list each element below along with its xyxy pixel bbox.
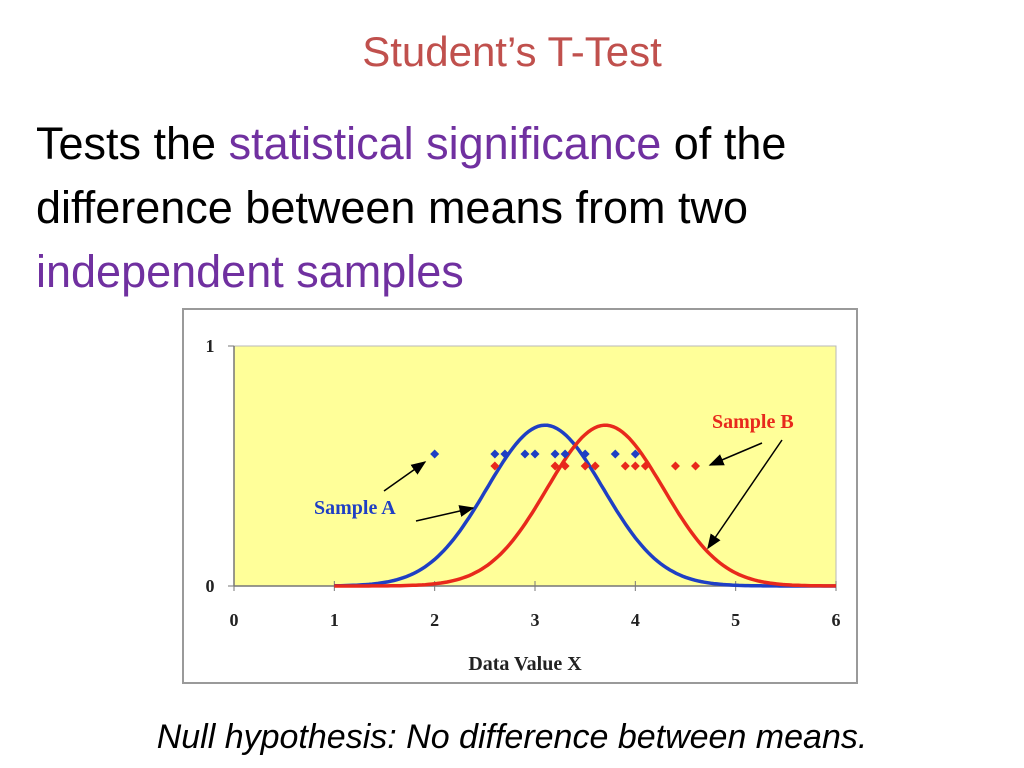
highlight-independent-samples: independent samples bbox=[36, 246, 464, 297]
slide-body-text: Tests the statistical significance of th… bbox=[36, 112, 976, 304]
y-tick-label: 0 bbox=[206, 576, 215, 596]
data-point-sample-a bbox=[500, 449, 510, 459]
data-point-sample-b bbox=[691, 461, 701, 471]
data-point-sample-b bbox=[620, 461, 630, 471]
x-tick-label: 6 bbox=[832, 610, 841, 630]
x-tick-label: 0 bbox=[230, 610, 239, 630]
data-point-sample-a bbox=[490, 449, 500, 459]
chart-figure: 0 1 2 3 4 5 6 0 1 Data Value X Sample A Sample B bbox=[182, 308, 858, 684]
data-point-sample-a bbox=[530, 449, 540, 459]
slide-title: Student’s T-Test bbox=[362, 28, 662, 75]
series-line-sample-a bbox=[334, 423, 836, 588]
data-point-sample-a bbox=[580, 449, 590, 459]
null-hypothesis-caption: Null hypothesis: No difference between m… bbox=[156, 718, 868, 756]
annotation-arrow-sample-a-points bbox=[383, 461, 427, 492]
annotation-sample-b: Sample B bbox=[712, 411, 794, 433]
x-axis-label: Data Value X bbox=[468, 653, 582, 675]
data-point-sample-b bbox=[670, 461, 680, 471]
annotation-sample-a: Sample A bbox=[314, 497, 396, 519]
data-point-sample-a bbox=[630, 449, 640, 459]
data-point-sample-b bbox=[560, 461, 570, 471]
data-point-sample-b bbox=[490, 461, 500, 471]
data-point-sample-a bbox=[430, 449, 440, 459]
data-point-sample-a bbox=[550, 449, 560, 459]
data-point-sample-b bbox=[640, 461, 650, 471]
data-point-sample-b bbox=[590, 461, 600, 471]
t-test-distribution-chart: 0 1 2 3 4 5 6 0 1 Data Value X Sample A Sample B bbox=[206, 336, 841, 675]
data-point-sample-b bbox=[550, 461, 560, 471]
x-tick-label: 2 bbox=[430, 610, 439, 630]
annotation-arrow-sample-b-curve bbox=[707, 439, 783, 550]
series-line-sample-b bbox=[334, 423, 836, 588]
y-tick-label: 1 bbox=[206, 336, 215, 356]
data-point-sample-b bbox=[580, 461, 590, 471]
data-point-sample-a bbox=[520, 449, 530, 459]
highlight-statistical-significance: statistical significance bbox=[228, 118, 662, 169]
body-text-part-1: Tests the bbox=[36, 118, 229, 169]
body-text-part-2: of the difference between means from two bbox=[36, 118, 787, 233]
data-point-sample-a bbox=[560, 449, 570, 459]
x-tick-label: 3 bbox=[531, 610, 540, 630]
x-tick-label: 1 bbox=[330, 610, 339, 630]
data-point-sample-a bbox=[610, 449, 620, 459]
annotation-arrow-sample-b-points bbox=[708, 442, 763, 466]
annotation-arrow-sample-a-curve bbox=[415, 505, 475, 522]
x-tick-label: 5 bbox=[731, 610, 740, 630]
data-point-sample-b bbox=[630, 461, 640, 471]
plot-area bbox=[233, 345, 837, 587]
x-tick-label: 4 bbox=[631, 610, 640, 630]
